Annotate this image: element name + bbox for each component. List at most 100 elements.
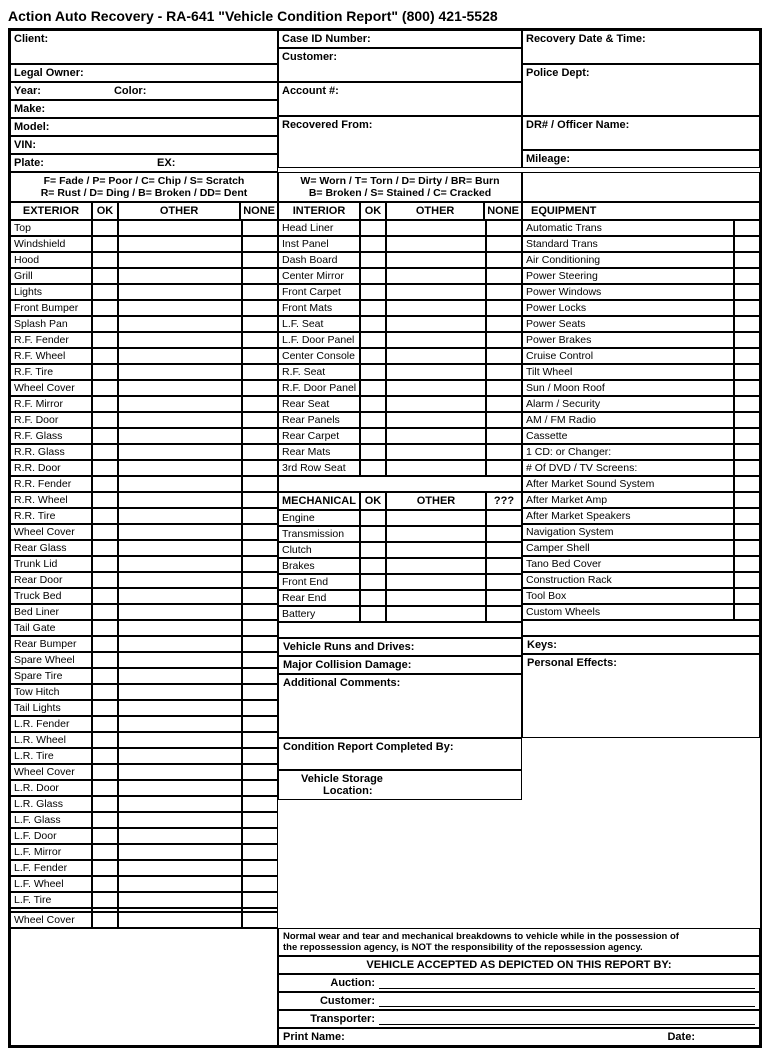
ok-checkbox[interactable] xyxy=(360,574,386,590)
none-checkbox[interactable] xyxy=(242,492,278,508)
ok-checkbox[interactable] xyxy=(92,812,118,828)
ok-checkbox[interactable] xyxy=(360,300,386,316)
ok-checkbox[interactable] xyxy=(360,542,386,558)
equipment-checkbox[interactable] xyxy=(734,492,760,508)
collision-field[interactable]: Major Collision Damage: xyxy=(278,656,522,674)
vin-field[interactable]: VIN: xyxy=(10,136,278,154)
other-field[interactable] xyxy=(386,300,486,316)
other-field[interactable] xyxy=(386,284,486,300)
ok-checkbox[interactable] xyxy=(92,912,118,928)
ok-checkbox[interactable] xyxy=(92,684,118,700)
none-checkbox[interactable] xyxy=(486,220,522,236)
other-field[interactable] xyxy=(118,348,242,364)
ok-checkbox[interactable] xyxy=(92,556,118,572)
client-field[interactable]: Client: xyxy=(10,30,278,64)
auction-signature[interactable]: Auction: xyxy=(278,974,760,992)
other-field[interactable] xyxy=(386,542,486,558)
other-field[interactable] xyxy=(118,284,242,300)
equipment-checkbox[interactable] xyxy=(734,348,760,364)
ok-checkbox[interactable] xyxy=(92,428,118,444)
ok-checkbox[interactable] xyxy=(92,236,118,252)
none-checkbox[interactable] xyxy=(242,476,278,492)
ok-checkbox[interactable] xyxy=(360,510,386,526)
other-field[interactable] xyxy=(118,428,242,444)
mileage-field[interactable]: Mileage: xyxy=(522,150,760,168)
none-checkbox[interactable] xyxy=(242,652,278,668)
other-field[interactable] xyxy=(118,812,242,828)
none-checkbox[interactable] xyxy=(242,428,278,444)
ok-checkbox[interactable] xyxy=(92,844,118,860)
other-field[interactable] xyxy=(118,892,242,908)
ok-checkbox[interactable] xyxy=(360,526,386,542)
none-checkbox[interactable] xyxy=(242,828,278,844)
equipment-checkbox[interactable] xyxy=(734,540,760,556)
other-field[interactable] xyxy=(118,636,242,652)
completed-by-field[interactable]: Condition Report Completed By: xyxy=(278,738,522,770)
other-field[interactable] xyxy=(118,412,242,428)
other-field[interactable] xyxy=(118,700,242,716)
transporter-signature[interactable]: Transporter: xyxy=(278,1010,760,1028)
ok-checkbox[interactable] xyxy=(92,380,118,396)
ok-checkbox[interactable] xyxy=(92,588,118,604)
none-checkbox[interactable] xyxy=(486,428,522,444)
none-checkbox[interactable] xyxy=(242,508,278,524)
ok-checkbox[interactable] xyxy=(360,460,386,476)
equipment-checkbox[interactable] xyxy=(734,556,760,572)
ok-checkbox[interactable] xyxy=(92,284,118,300)
other-field[interactable] xyxy=(386,428,486,444)
ok-checkbox[interactable] xyxy=(360,220,386,236)
none-checkbox[interactable] xyxy=(486,606,522,622)
none-checkbox[interactable] xyxy=(242,604,278,620)
ok-checkbox[interactable] xyxy=(92,524,118,540)
ok-checkbox[interactable] xyxy=(360,396,386,412)
ok-checkbox[interactable] xyxy=(92,876,118,892)
none-checkbox[interactable] xyxy=(242,540,278,556)
other-field[interactable] xyxy=(386,252,486,268)
ok-checkbox[interactable] xyxy=(360,348,386,364)
ok-checkbox[interactable] xyxy=(360,236,386,252)
ok-checkbox[interactable] xyxy=(92,540,118,556)
none-checkbox[interactable] xyxy=(486,268,522,284)
ok-checkbox[interactable] xyxy=(92,396,118,412)
ok-checkbox[interactable] xyxy=(92,764,118,780)
model-field[interactable]: Model: xyxy=(10,118,278,136)
other-field[interactable] xyxy=(386,526,486,542)
none-checkbox[interactable] xyxy=(486,284,522,300)
equipment-checkbox[interactable] xyxy=(734,300,760,316)
none-checkbox[interactable] xyxy=(486,558,522,574)
other-field[interactable] xyxy=(386,364,486,380)
none-checkbox[interactable] xyxy=(486,348,522,364)
equipment-checkbox[interactable] xyxy=(734,220,760,236)
none-checkbox[interactable] xyxy=(242,892,278,908)
customer-signature[interactable]: Customer: xyxy=(278,992,760,1010)
none-checkbox[interactable] xyxy=(242,444,278,460)
ok-checkbox[interactable] xyxy=(92,508,118,524)
none-checkbox[interactable] xyxy=(486,542,522,558)
equipment-checkbox[interactable] xyxy=(734,508,760,524)
none-checkbox[interactable] xyxy=(242,396,278,412)
ok-checkbox[interactable] xyxy=(92,412,118,428)
plate-field[interactable]: Plate: EX: xyxy=(10,154,278,172)
equipment-checkbox[interactable] xyxy=(734,604,760,620)
none-checkbox[interactable] xyxy=(242,732,278,748)
other-field[interactable] xyxy=(386,316,486,332)
ok-checkbox[interactable] xyxy=(92,268,118,284)
other-field[interactable] xyxy=(118,268,242,284)
none-checkbox[interactable] xyxy=(242,332,278,348)
equipment-checkbox[interactable] xyxy=(734,236,760,252)
ok-checkbox[interactable] xyxy=(92,300,118,316)
none-checkbox[interactable] xyxy=(242,364,278,380)
ok-checkbox[interactable] xyxy=(92,444,118,460)
vehicle-runs-field[interactable]: Vehicle Runs and Drives: xyxy=(278,638,522,656)
customer-field[interactable]: Customer: xyxy=(278,48,522,82)
recovered-from-field[interactable]: Recovered From: xyxy=(278,116,522,168)
none-checkbox[interactable] xyxy=(486,412,522,428)
storage-field[interactable]: Vehicle Storage Location: xyxy=(278,770,522,800)
other-field[interactable] xyxy=(118,332,242,348)
personal-effects-field[interactable]: Personal Effects: xyxy=(522,654,760,738)
other-field[interactable] xyxy=(386,220,486,236)
other-field[interactable] xyxy=(386,348,486,364)
other-field[interactable] xyxy=(118,796,242,812)
other-field[interactable] xyxy=(118,252,242,268)
other-field[interactable] xyxy=(118,300,242,316)
